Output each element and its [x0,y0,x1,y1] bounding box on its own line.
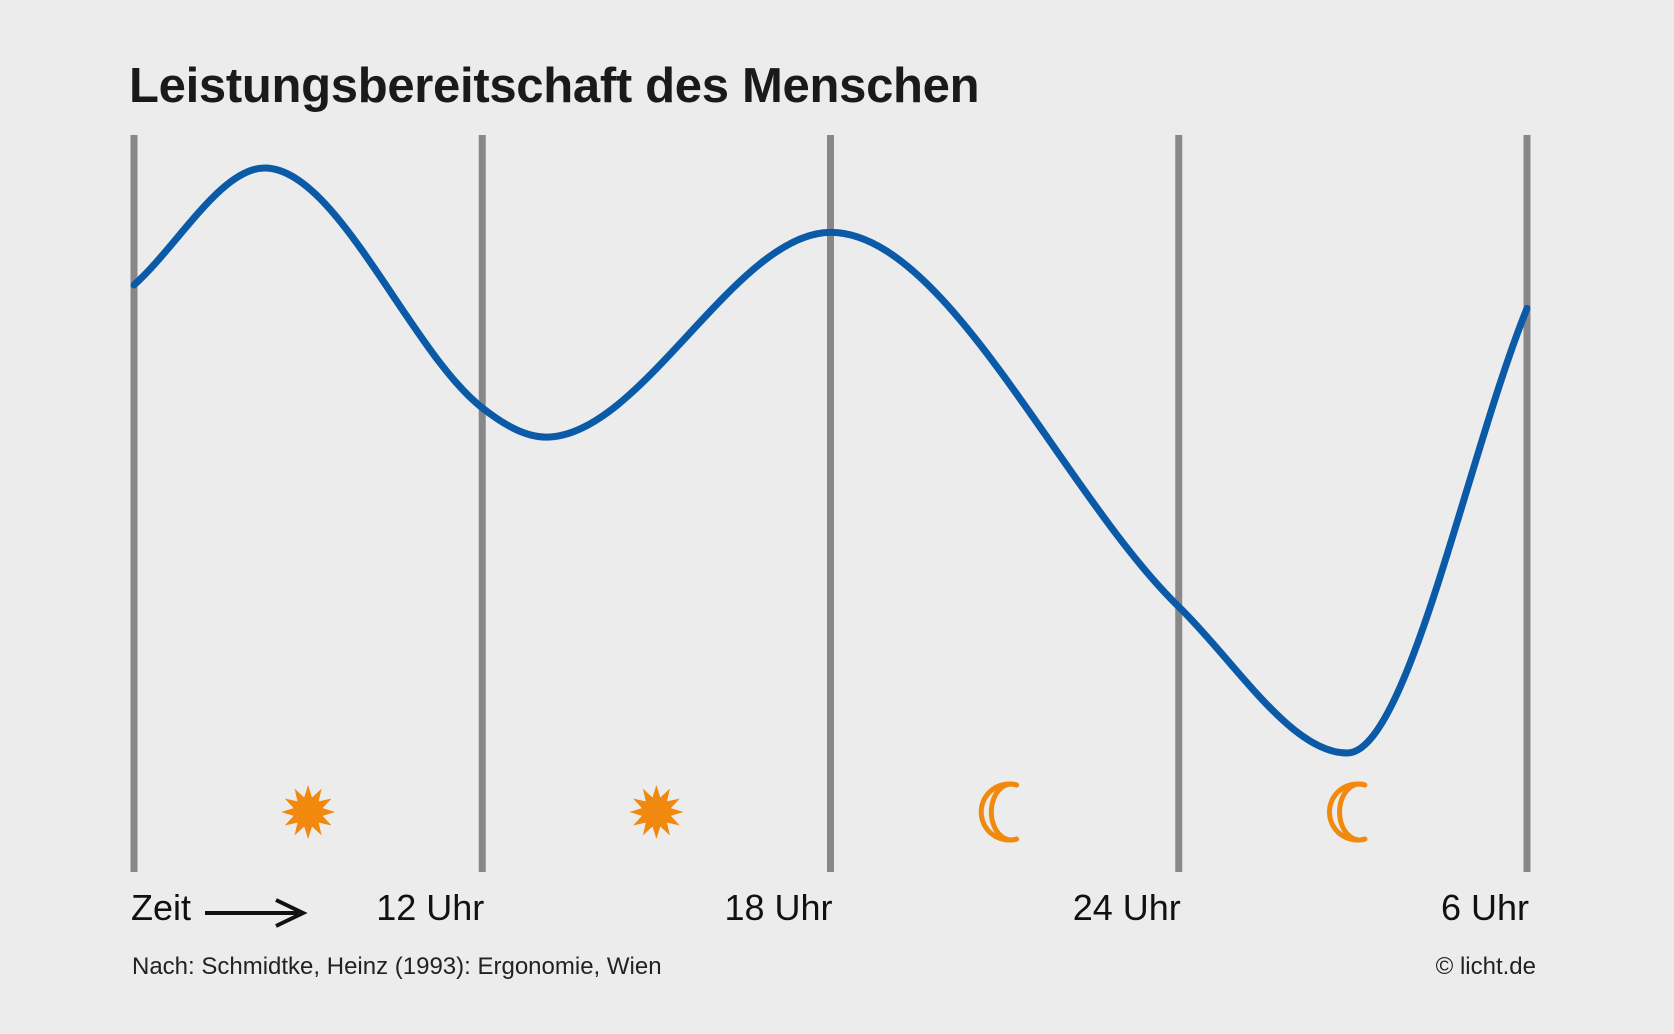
day-night-icons [281,781,1368,843]
sun-icon [629,785,684,839]
copyright-note: © licht.de [1435,953,1536,980]
x-tick-label: 6 Uhr [1440,887,1529,928]
x-tick-label: 12 Uhr [376,887,485,928]
moon-icon [978,781,1020,843]
gridlines [130,135,1531,872]
performance-curve [130,164,1531,757]
chart-title: Leistungsbereitschaft des Menschen [129,59,980,113]
sun-icon [281,785,336,839]
x-tick-label: 18 Uhr [724,887,833,928]
moon-icon [1326,781,1368,843]
x-tick-label: 24 Uhr [1072,887,1181,928]
source-note: Nach: Schmidtke, Heinz (1993): Ergonomie… [132,953,662,980]
time-arrow-icon [205,898,308,928]
x-axis-label: Zeit [131,887,192,928]
